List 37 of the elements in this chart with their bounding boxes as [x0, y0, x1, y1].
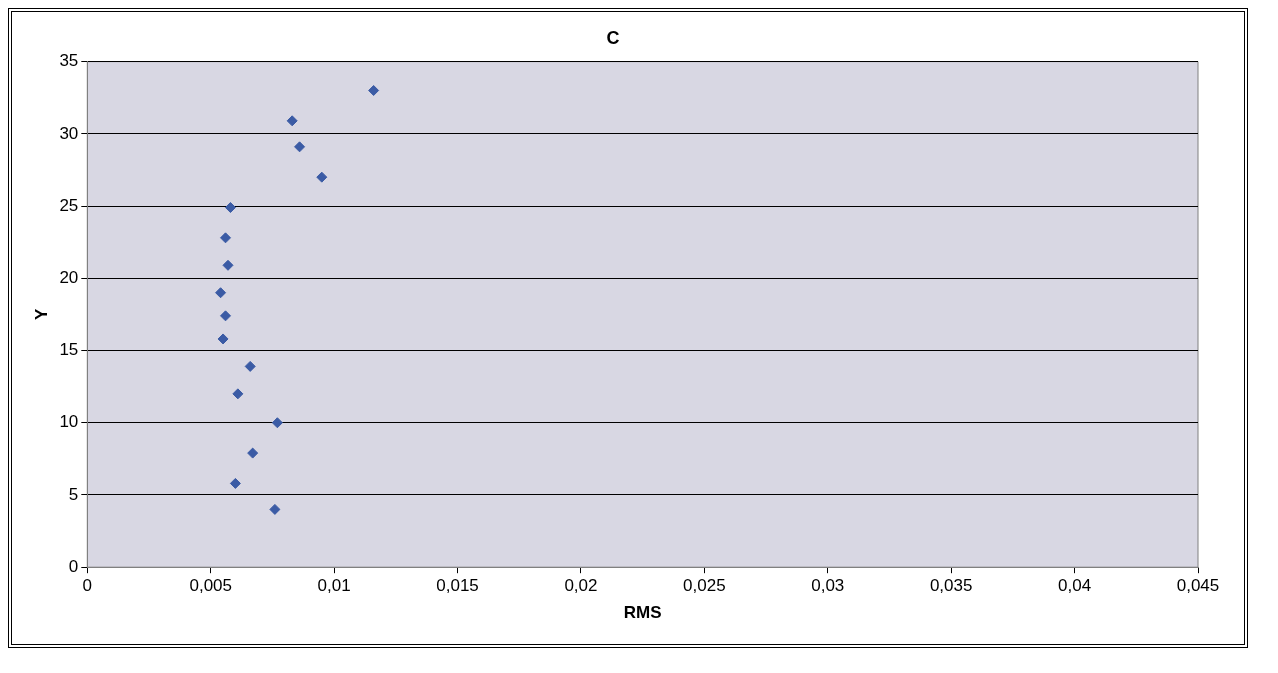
point — [294, 141, 306, 153]
x-tick-label: 0,035 — [929, 576, 973, 596]
x-tick-label: 0,04 — [1058, 576, 1092, 596]
point — [286, 115, 298, 127]
y-tick-label: 20 — [59, 267, 79, 287]
point — [271, 417, 283, 429]
point — [368, 84, 380, 96]
x-tick-label: 0,045 — [1176, 576, 1220, 596]
point — [316, 171, 328, 183]
chart-title: C — [606, 27, 620, 48]
point — [222, 259, 234, 271]
y-tick-label: 35 — [59, 51, 79, 71]
x-axis-title: RMS — [623, 603, 662, 623]
x-tick-label: 0,005 — [189, 576, 232, 596]
point — [244, 360, 256, 372]
y-tick-label: 15 — [59, 340, 79, 360]
point — [215, 287, 227, 299]
y-tick-label: 5 — [68, 484, 79, 504]
y-tick-label: 0 — [68, 556, 79, 576]
y-tick-label: 25 — [59, 195, 79, 215]
point — [232, 388, 244, 400]
point — [229, 477, 241, 489]
x-tick-label: 0,02 — [564, 576, 598, 596]
point — [247, 447, 259, 459]
y-tick-label: 30 — [59, 123, 79, 143]
point — [269, 503, 281, 515]
x-tick-label: 0,01 — [317, 576, 351, 596]
point — [224, 202, 236, 213]
x-tick-label: 0,015 — [436, 576, 479, 596]
x-tick-label: 0 — [82, 576, 93, 596]
point — [220, 232, 232, 244]
x-tick-label: 0,03 — [811, 576, 845, 596]
y-axis-title: Y — [31, 308, 51, 321]
x-tick-label: 0,025 — [683, 576, 726, 596]
y-tick-label: 10 — [59, 412, 79, 432]
point — [220, 310, 232, 322]
point — [217, 333, 229, 345]
